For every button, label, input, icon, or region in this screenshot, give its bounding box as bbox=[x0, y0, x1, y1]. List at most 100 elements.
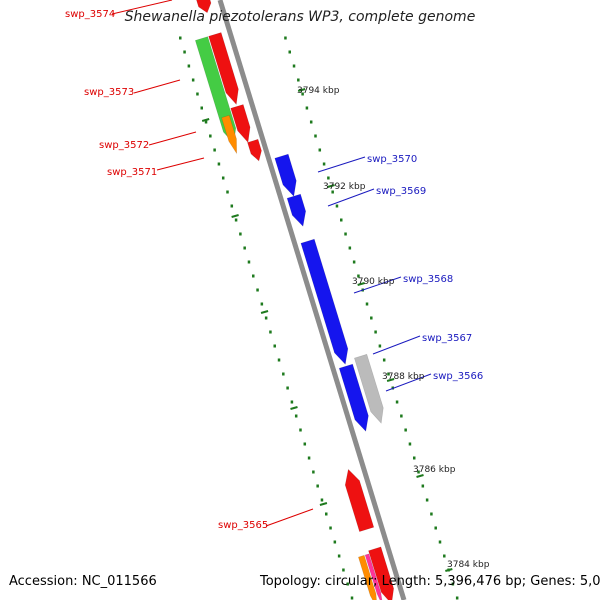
tick-minor bbox=[239, 232, 242, 236]
tick-minor bbox=[342, 568, 345, 572]
tick-minor bbox=[344, 232, 347, 236]
leader-line bbox=[133, 79, 181, 94]
tick-minor bbox=[187, 64, 191, 68]
tick-minor bbox=[183, 50, 186, 54]
tick-major bbox=[319, 502, 328, 506]
tick-minor bbox=[408, 442, 412, 446]
gene-label: swp_3569 bbox=[376, 186, 426, 197]
tick-minor bbox=[221, 176, 225, 180]
tick-minor bbox=[226, 190, 229, 194]
tick-minor bbox=[327, 176, 330, 180]
tick-minor bbox=[320, 498, 324, 502]
gene-swp-3572-orange-arrow bbox=[221, 114, 238, 155]
genome-backbone bbox=[217, 0, 407, 600]
tick-minor bbox=[305, 106, 309, 110]
gene-forward-arrow bbox=[368, 546, 395, 600]
tick-minor bbox=[318, 148, 322, 152]
tick-minor bbox=[335, 204, 339, 208]
tick-minor bbox=[438, 540, 442, 544]
tick-minor bbox=[382, 358, 386, 362]
gene-label: swp_3572 bbox=[99, 140, 149, 151]
tick-minor bbox=[348, 246, 352, 250]
tick-minor bbox=[370, 316, 373, 320]
tick-minor bbox=[425, 498, 429, 502]
gene-orange-arrow bbox=[358, 554, 377, 600]
tick-minor bbox=[294, 414, 298, 418]
tick-minor bbox=[331, 190, 334, 194]
tick-minor bbox=[451, 582, 455, 586]
tick-minor bbox=[264, 316, 268, 320]
tick-minor bbox=[191, 78, 195, 82]
gene-swp-3568-arrow bbox=[300, 238, 349, 365]
tick-minor bbox=[357, 274, 360, 278]
tick-minor bbox=[292, 64, 296, 68]
tick-minor bbox=[378, 344, 382, 348]
leader-line bbox=[148, 131, 197, 146]
gene-swp-3574-arrow bbox=[196, 0, 212, 14]
tick-minor bbox=[196, 92, 199, 96]
gene-label: swp_3567 bbox=[422, 333, 472, 344]
tick-minor bbox=[309, 120, 313, 124]
tick-major bbox=[445, 568, 453, 572]
tick-minor bbox=[324, 512, 328, 516]
tick-minor bbox=[365, 302, 369, 306]
gene-label: swp_3571 bbox=[107, 167, 157, 178]
tick-minor bbox=[213, 148, 216, 152]
tick-minor bbox=[412, 456, 416, 460]
tick-minor bbox=[316, 484, 319, 488]
leader-line bbox=[156, 157, 205, 171]
tick-minor bbox=[395, 400, 399, 404]
tick-minor bbox=[252, 274, 255, 278]
tick-major bbox=[231, 214, 239, 218]
tick-major bbox=[357, 282, 365, 286]
leader-line bbox=[327, 188, 375, 207]
tick-minor bbox=[333, 540, 337, 544]
scale-label: 3792 kbp bbox=[323, 182, 366, 192]
tick-minor bbox=[247, 260, 251, 264]
gene-swp-3570-arrow bbox=[274, 153, 297, 197]
leader-line bbox=[111, 0, 173, 15]
tick-minor bbox=[284, 36, 287, 40]
tick-minor bbox=[230, 204, 234, 208]
gene-label: swp_3574 bbox=[65, 9, 115, 20]
tick-minor bbox=[217, 162, 221, 166]
gene-features bbox=[194, 0, 395, 600]
tick-minor bbox=[286, 386, 289, 390]
accession-caption: Accession: NC_011566 bbox=[9, 574, 157, 589]
gene-forward-arrow bbox=[208, 32, 239, 106]
tick-minor bbox=[303, 442, 307, 446]
map-title: Shewanella piezotolerans WP3, complete g… bbox=[124, 9, 476, 25]
gene-swp-3571-arrow bbox=[247, 138, 262, 162]
tick-minor bbox=[417, 470, 420, 474]
tick-minor bbox=[314, 134, 317, 138]
leader-line bbox=[353, 276, 402, 294]
gene-swp-3567-arrow bbox=[338, 363, 369, 432]
leader-line bbox=[265, 508, 314, 527]
tick-minor bbox=[234, 218, 238, 222]
tick-minor bbox=[329, 526, 332, 530]
tick-minor bbox=[200, 106, 203, 110]
tick-minor bbox=[301, 92, 304, 96]
labels: 3794 kbp 3792 kbp 3790 kbp 3788 kbp 3786 kbp… bbox=[65, 9, 490, 570]
tick-minor bbox=[277, 358, 281, 362]
gene-label: swp_3573 bbox=[84, 87, 134, 98]
gene-label: swp_3565 bbox=[218, 520, 268, 531]
tick-minor bbox=[430, 512, 433, 516]
leader-line bbox=[317, 156, 366, 173]
tick-minor bbox=[179, 36, 182, 40]
gene-swp-3569-arrow bbox=[286, 193, 307, 227]
topology-caption: Topology: circular; Length: 5,396,476 bp… bbox=[260, 574, 600, 589]
tick-minor bbox=[273, 344, 276, 348]
tick-minor bbox=[209, 134, 212, 138]
tick-minor bbox=[421, 484, 425, 488]
tick-minor bbox=[299, 428, 302, 432]
tick-minor bbox=[352, 260, 356, 264]
gene-label: swp_3566 bbox=[433, 371, 483, 382]
tick-minor bbox=[374, 330, 377, 334]
tick-minor bbox=[204, 120, 208, 124]
tick-minor bbox=[387, 372, 390, 376]
tick-minor bbox=[269, 330, 272, 334]
tick-minor bbox=[337, 554, 341, 558]
tick-major bbox=[201, 118, 210, 122]
tick-minor bbox=[350, 596, 354, 600]
